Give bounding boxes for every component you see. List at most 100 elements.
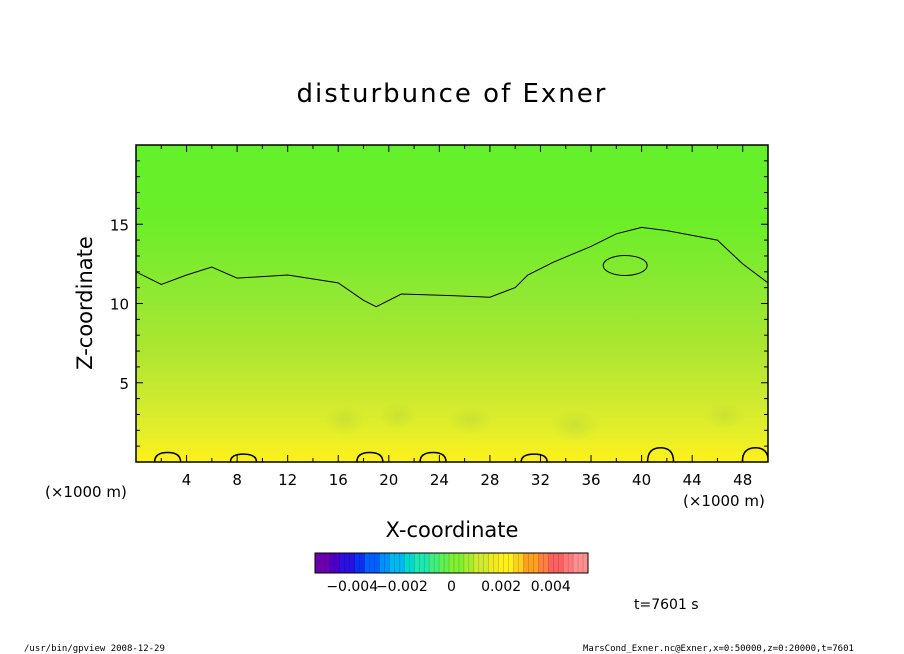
colorbar-cell: [434, 553, 440, 573]
colorbar-cell: [419, 553, 425, 573]
x-tick-label: 28: [480, 471, 499, 489]
colorbar-tick-label: −0.002: [376, 579, 428, 595]
heatmap-field: [136, 145, 768, 462]
footer-right: MarsCond_Exner.nc@Exner,x=0:50000,z=0:20…: [583, 644, 854, 654]
colorbar-cell: [538, 553, 544, 573]
colorbar-cell: [359, 553, 365, 573]
x-tick-label: 40: [632, 471, 651, 489]
colorbar-cell: [414, 553, 420, 573]
colorbar-cell: [349, 553, 356, 573]
colorbar-cell: [568, 553, 574, 573]
field-blob: [380, 401, 416, 429]
field-blob: [448, 406, 492, 434]
x-tick-label: 12: [278, 471, 297, 489]
zero-contour-loop: [602, 254, 648, 276]
colorbar-cell: [453, 553, 460, 573]
colorbar-cell: [404, 553, 410, 573]
surface-contour-bump: [520, 453, 548, 462]
colorbar-tick-label: 0: [447, 579, 456, 595]
colorbar-cell: [578, 553, 584, 573]
colorbar-cell: [583, 553, 589, 573]
colorbar-cell: [553, 553, 559, 573]
colorbar-cell: [409, 553, 415, 573]
colorbar-cell: [384, 553, 390, 573]
colorbar-cell: [354, 553, 360, 573]
colorbar-cell: [339, 553, 346, 573]
colorbar-cell: [379, 553, 385, 573]
chart-title: disturbunce of Exner: [297, 79, 608, 109]
colorbar-cell: [324, 553, 331, 573]
colorbar-cell: [478, 553, 485, 573]
colorbar-cell: [518, 553, 524, 573]
colorbar-cell: [498, 553, 504, 573]
colorbar-cell: [319, 553, 326, 573]
colorbar-cell: [315, 553, 321, 573]
colorbar-tick-label: 0.002: [481, 579, 521, 595]
y-axis: 5 10 15: [110, 160, 768, 447]
colorbar-cell: [449, 553, 455, 573]
field-blob: [325, 405, 365, 435]
x-tick-label: 48: [733, 471, 752, 489]
colorbar-cell: [424, 553, 430, 573]
colorbar-cell: [468, 553, 475, 573]
y-axis-label: Z-coordinate: [73, 236, 97, 370]
x-tick-label: 44: [683, 471, 702, 489]
colorbar-cell: [399, 553, 405, 573]
colorbar-cell: [548, 553, 554, 573]
colorbar-cell: [473, 553, 480, 573]
field-blob: [705, 401, 745, 429]
colorbar-cell: [369, 553, 375, 573]
colorbar-cell: [513, 553, 519, 573]
colorbar-cell: [374, 553, 380, 573]
zero-contour-line: [136, 226, 768, 308]
x-tick-label: 16: [329, 471, 348, 489]
colorbar-cell: [528, 553, 534, 573]
colorbar-cell: [364, 553, 370, 573]
colorbar-cell: [558, 553, 564, 573]
colorbar-cell: [344, 553, 351, 573]
colorbar-cell: [439, 553, 445, 573]
colorbar-tick-label: 0.004: [531, 579, 571, 595]
x-tick-label: 36: [581, 471, 600, 489]
colorbar-cell: [429, 553, 435, 573]
surface-contour-bump: [153, 451, 182, 462]
colorbar-cell: [334, 553, 341, 573]
colorbar-cell: [508, 553, 514, 573]
field-blob: [551, 409, 599, 441]
colorbar-cell: [503, 553, 509, 573]
colorbar-cell: [329, 553, 336, 573]
colorbar: [314, 552, 589, 574]
colorbar-cell: [444, 553, 450, 573]
y-tick-label: 10: [110, 296, 129, 314]
y-tick-label: 15: [110, 216, 129, 234]
x-units-left: (×1000 m): [45, 483, 127, 501]
x-axis-label: X-coordinate: [386, 518, 519, 542]
x-tick-label: 24: [430, 471, 449, 489]
x-axis: 4 8 12 16 20 24 28 32 36 40 44 48: [160, 145, 752, 489]
colorbar-tick-label: −0.004: [326, 579, 378, 595]
colorbar-cell: [523, 553, 529, 573]
time-label: t=7601 s: [634, 597, 699, 613]
surface-contour-bump: [741, 446, 768, 462]
colorbar-ticks: −0.004−0.002 0 0.002 0.004: [326, 579, 571, 595]
colorbar-frame: [314, 552, 589, 574]
surface-contour-bump: [419, 451, 447, 462]
surface-contour-bump: [229, 453, 258, 462]
colorbar-cell: [458, 553, 465, 573]
colorbar-cell: [483, 553, 490, 573]
colorbar-cell: [389, 553, 395, 573]
x-tick-label: 32: [531, 471, 550, 489]
y-tick-label: 5: [119, 375, 129, 393]
colorbar-cell: [543, 553, 549, 573]
x-tick-label: 4: [182, 471, 192, 489]
colorbar-cell: [394, 553, 400, 573]
x-units-right: (×1000 m): [683, 492, 765, 510]
x-tick-label: 8: [232, 471, 242, 489]
x-tick-label: 20: [379, 471, 398, 489]
colorbar-cell: [493, 553, 499, 573]
colorbar-cell: [573, 553, 579, 573]
colorbar-cell: [563, 553, 569, 573]
colorbar-cell: [463, 553, 470, 573]
surface-contour-bump: [356, 451, 384, 462]
